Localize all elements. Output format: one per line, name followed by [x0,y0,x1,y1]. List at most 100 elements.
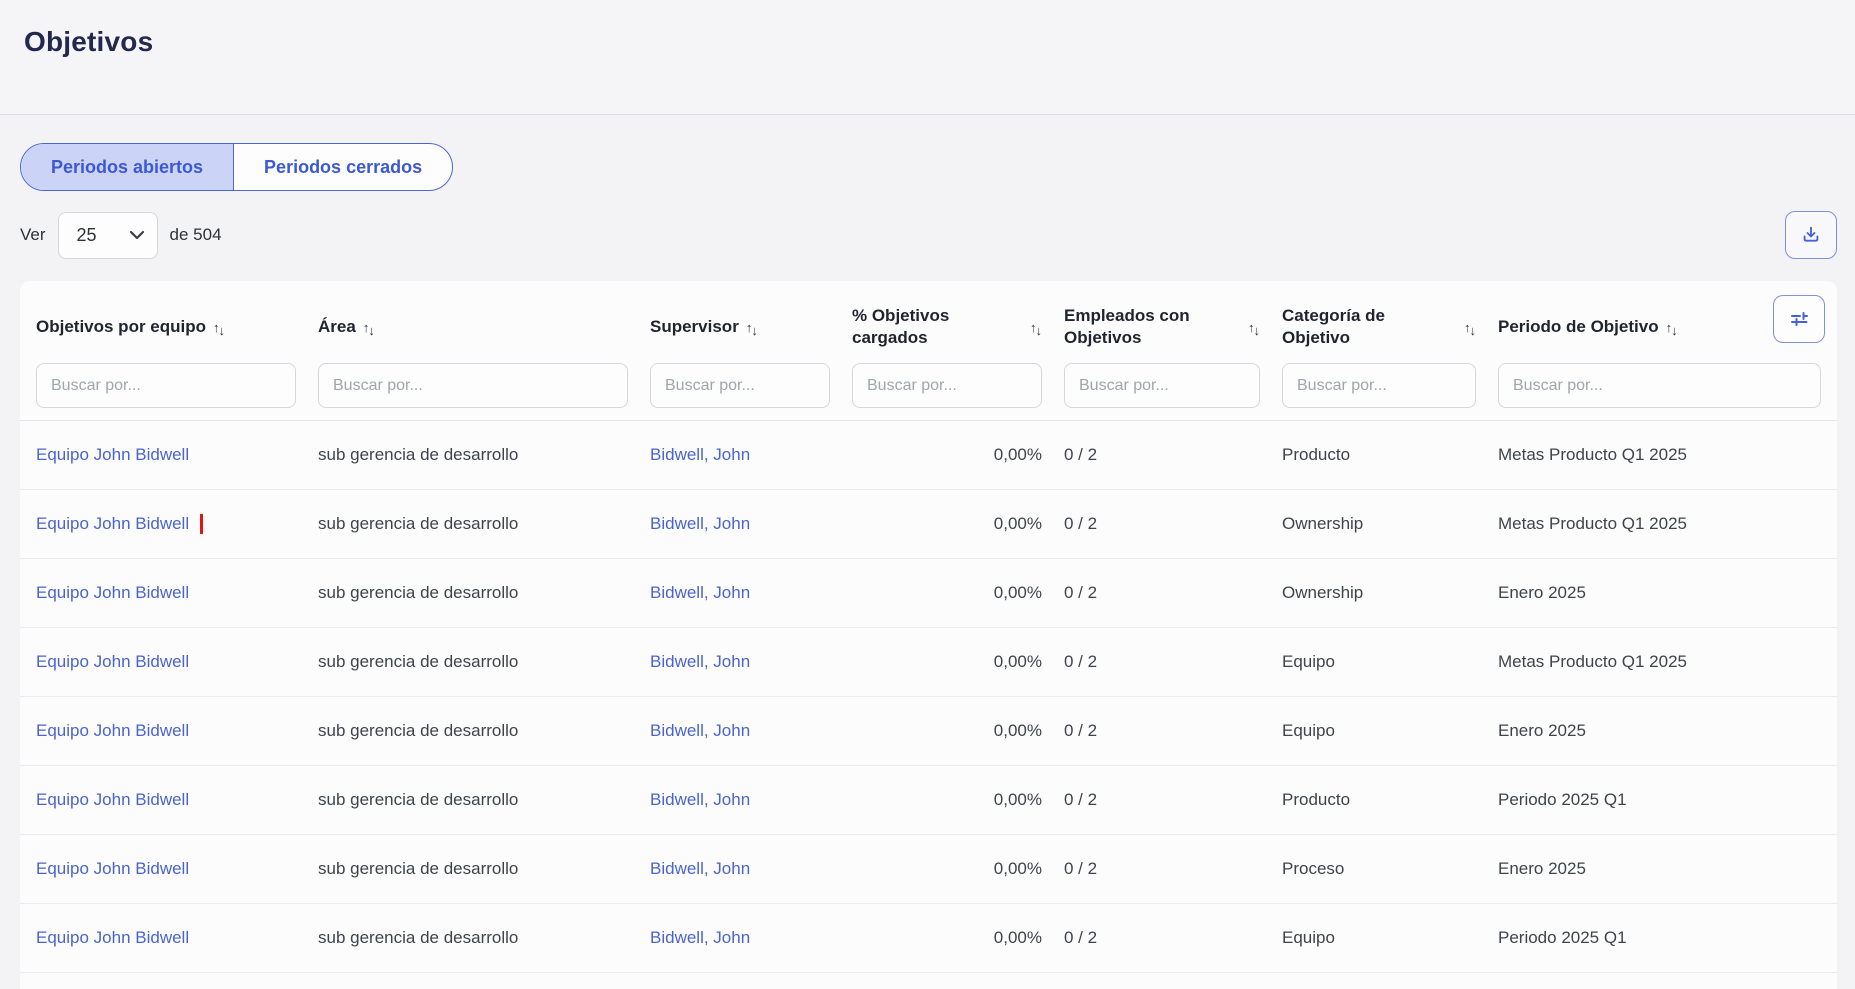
cell-area: sub gerencia de desarrollo [318,790,519,809]
cell-equipo: Equipo John Bidwell [36,652,296,672]
cell-pct-objetivos: 0,00% [993,652,1042,671]
cell-periodo: Periodo 2025 Q1 [1498,790,1627,809]
page-size-select[interactable]: 25 [57,211,158,259]
column-header-label: Área [318,316,356,336]
page-size-label: Ver [20,225,46,244]
supervisor-link[interactable]: Bidwell, John [650,445,751,464]
tab-periodos-cerrados[interactable]: Periodos cerrados [234,144,452,190]
supervisor-link[interactable]: Bidwell, John [650,790,751,809]
table-row[interactable]: Equipo John Bidwell sub gerencia de desa… [20,697,1837,766]
cell-area: sub gerencia de desarrollo [318,445,519,464]
column-header[interactable]: Supervisor ↑ ↓ [650,316,830,338]
supervisor-link[interactable]: Bidwell, John [650,583,751,602]
team-link[interactable]: Equipo John Bidwell [36,445,190,464]
cell-equipo: Equipo John Bidwell [36,790,296,810]
cell-equipo: Equipo John Bidwell [36,514,296,534]
cell-supervisor: Bidwell, John [650,652,830,672]
column-header-label: Objetivos por equipo [36,316,207,336]
cell-supervisor: Bidwell, John [650,583,830,603]
table-row[interactable]: Equipo John Bidwell sub gerencia de desa… [20,490,1837,559]
supervisor-link[interactable]: Bidwell, John [650,928,751,947]
table-row[interactable]: Equipo John Bidwell sub gerencia de desa… [20,835,1837,904]
cell-categoria: Producto [1282,445,1351,464]
team-link[interactable]: Equipo John Bidwell [36,652,190,671]
column-settings-button[interactable] [1773,295,1825,343]
cell-area: sub gerencia de desarrollo [318,859,519,878]
team-link[interactable]: Equipo John Bidwell [36,859,190,878]
column-header[interactable]: Categoría de Objetivo ↑ ↓ [1282,305,1476,349]
search-cell [1282,363,1476,408]
cell-periodo: Enero 2025 [1498,859,1586,878]
column-search-input[interactable] [650,363,830,408]
table-row[interactable]: Equipo John Bidwell sub gerencia de desa… [20,421,1837,490]
divider [20,408,1837,421]
column-header[interactable]: Empleados con Objetivos ↑ ↓ [1064,305,1260,349]
sort-arrows-icon[interactable]: ↑ ↓ [1248,319,1260,338]
cell-supervisor: Bidwell, John [650,928,830,948]
page-size-select-wrap: 25 [57,211,158,259]
sort-arrows-icon[interactable]: ↑ ↓ [1030,319,1042,338]
download-button[interactable] [1785,211,1837,259]
column-search-input[interactable] [852,363,1042,408]
column-header-label: Periodo de Objetivo [1498,316,1659,336]
adjustments-icon [1791,312,1808,326]
column-search-input[interactable] [36,363,296,408]
cell-categoria: Equipo [1282,928,1335,947]
page-title: Objetivos [24,26,154,57]
cell-periodo: Metas Producto Q1 2025 [1498,652,1688,671]
supervisor-link[interactable]: Bidwell, John [650,514,751,533]
cell-periodo: Metas Producto Q1 2025 [1498,445,1688,464]
objectives-page: Periodos abiertos Periodos cerrados Ver … [0,115,1855,989]
table-row[interactable]: Equipo John Bidwell sub gerencia de desa… [20,559,1837,628]
column-header-label: Categoría de Objetivo [1282,305,1385,347]
column-header[interactable]: Área ↑ ↓ [318,316,628,338]
cell-pct-objetivos: 0,00% [993,514,1042,533]
column-search-input[interactable] [1282,363,1476,408]
cell-periodo: Enero 2025 [1498,583,1586,602]
sort-arrows-icon[interactable]: ↑ ↓ [362,319,375,338]
cell-supervisor: Bidwell, John [650,445,830,465]
table-body: Equipo John Bidwell sub gerencia de desa… [20,421,1837,973]
column-header[interactable]: Periodo de Objetivo ↑ ↓ [1498,316,1757,338]
sort-arrows-icon[interactable]: ↑ ↓ [1464,319,1476,338]
cell-supervisor: Bidwell, John [650,859,830,879]
table-row[interactable]: Equipo John Bidwell sub gerencia de desa… [20,628,1837,697]
total-count-label: de 504 [169,225,222,244]
cell-periodo: Enero 2025 [1498,721,1586,740]
column-header-label: Supervisor [650,316,739,336]
tab-periodos-abiertos[interactable]: Periodos abiertos [21,144,235,190]
column-header[interactable]: % Objetivos cargados ↑ ↓ [852,305,1042,349]
supervisor-link[interactable]: Bidwell, John [650,859,751,878]
table-row[interactable]: Equipo John Bidwell sub gerencia de desa… [20,904,1837,973]
team-link[interactable]: Equipo John Bidwell [36,790,190,809]
search-cell [1498,363,1821,408]
cell-empleados: 0 / 2 [1064,652,1098,671]
team-link[interactable]: Equipo John Bidwell [36,721,190,740]
column-header[interactable]: Objetivos por equipo ↑ ↓ [36,316,296,338]
sort-arrows-icon[interactable]: ↑ ↓ [1665,319,1678,338]
team-link[interactable]: Equipo John Bidwell [36,583,190,602]
team-link[interactable]: Equipo John Bidwell [36,928,190,947]
team-link[interactable]: Equipo John Bidwell [36,514,190,533]
cell-categoria: Proceso [1282,859,1345,878]
column-search-input[interactable] [1064,363,1260,408]
column-search-input[interactable] [1498,363,1821,408]
table-toolbar: Ver 25 de 504 [20,211,1837,259]
download-icon [1803,226,1819,242]
cell-pct-objetivos: 0,00% [993,583,1042,602]
cell-equipo: Equipo John Bidwell [36,445,296,465]
cell-categoria: Equipo [1282,721,1335,740]
cell-equipo: Equipo John Bidwell [36,859,296,879]
supervisor-link[interactable]: Bidwell, John [650,721,751,740]
cell-supervisor: Bidwell, John [650,790,830,810]
sort-arrows-icon[interactable]: ↑ ↓ [745,319,758,338]
cell-periodo: Periodo 2025 Q1 [1498,928,1627,947]
column-search-input[interactable] [318,363,628,408]
sort-arrows-icon[interactable]: ↑ ↓ [213,319,226,338]
search-cell [852,363,1042,408]
supervisor-link[interactable]: Bidwell, John [650,652,751,671]
cell-empleados: 0 / 2 [1064,928,1098,947]
cell-pct-objetivos: 0,00% [993,721,1042,740]
table-row[interactable]: Equipo John Bidwell sub gerencia de desa… [20,766,1837,835]
cell-area: sub gerencia de desarrollo [318,721,519,740]
